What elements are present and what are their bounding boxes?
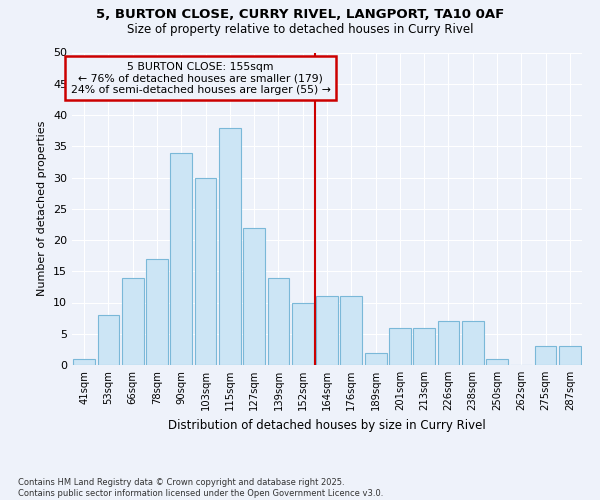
Bar — [365, 352, 386, 365]
Text: Contains HM Land Registry data © Crown copyright and database right 2025.
Contai: Contains HM Land Registry data © Crown c… — [18, 478, 383, 498]
Bar — [292, 302, 314, 365]
Bar — [389, 328, 411, 365]
Bar — [73, 359, 95, 365]
Bar — [340, 296, 362, 365]
Bar — [146, 259, 168, 365]
Bar — [122, 278, 143, 365]
Bar — [194, 178, 217, 365]
Bar — [462, 322, 484, 365]
Bar — [316, 296, 338, 365]
Bar — [243, 228, 265, 365]
Text: Size of property relative to detached houses in Curry Rivel: Size of property relative to detached ho… — [127, 22, 473, 36]
Text: 5 BURTON CLOSE: 155sqm
← 76% of detached houses are smaller (179)
24% of semi-de: 5 BURTON CLOSE: 155sqm ← 76% of detached… — [71, 62, 331, 95]
Bar — [170, 152, 192, 365]
Bar — [535, 346, 556, 365]
Bar — [486, 359, 508, 365]
Y-axis label: Number of detached properties: Number of detached properties — [37, 121, 47, 296]
Text: 5, BURTON CLOSE, CURRY RIVEL, LANGPORT, TA10 0AF: 5, BURTON CLOSE, CURRY RIVEL, LANGPORT, … — [96, 8, 504, 20]
Bar — [413, 328, 435, 365]
X-axis label: Distribution of detached houses by size in Curry Rivel: Distribution of detached houses by size … — [168, 418, 486, 432]
Bar — [268, 278, 289, 365]
Bar — [559, 346, 581, 365]
Bar — [437, 322, 460, 365]
Bar — [219, 128, 241, 365]
Bar — [97, 315, 119, 365]
